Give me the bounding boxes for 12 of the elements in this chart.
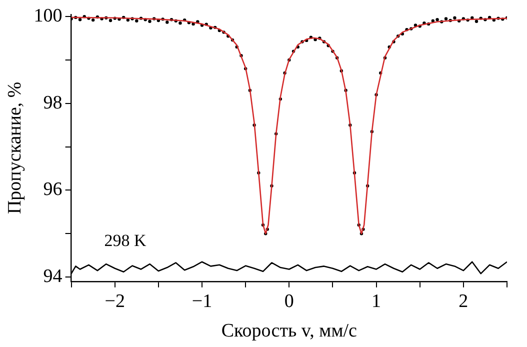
x-tick-label: 0 (284, 290, 294, 312)
y-axis-title: Пропускание, % (4, 82, 26, 214)
x-tick-label: 1 (372, 290, 382, 312)
y-tick-label: 94 (43, 266, 63, 288)
y-tick-label: 100 (34, 6, 62, 27)
x-tick-label: −2 (104, 290, 125, 312)
y-tick-label: 96 (43, 179, 62, 200)
y-tick-label: 98 (43, 92, 62, 114)
x-tick-label: −1 (192, 290, 212, 312)
x-axis-title: Скорость v, мм/с (221, 320, 357, 342)
x-tick-label: 2 (458, 290, 468, 312)
annotation: 298 K (104, 230, 148, 250)
